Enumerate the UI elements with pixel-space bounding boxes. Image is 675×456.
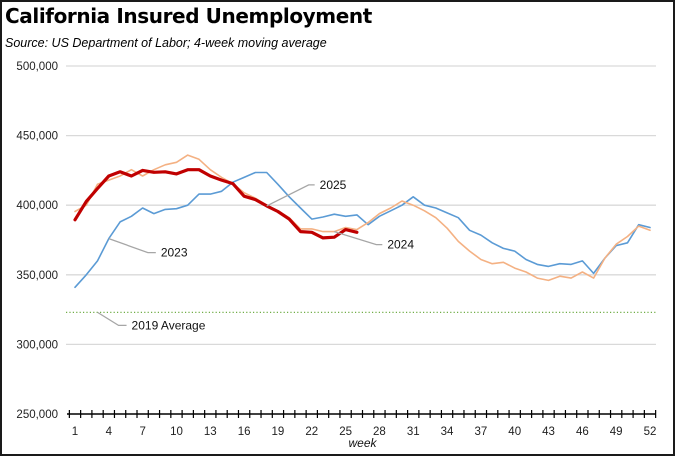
series-line-2023: [74, 171, 651, 289]
y-tick-label: 350,000: [16, 270, 58, 282]
x-tick-label: 4: [106, 426, 113, 438]
series-line-2024: [74, 154, 651, 282]
y-tick-label: 400,000: [16, 200, 58, 212]
x-tick-label: 43: [542, 426, 555, 438]
y-axis-tick-labels: 250,000 300,000 350,000 400,000 450,000 500,0…: [16, 61, 58, 421]
annotation-leader-line: [108, 237, 156, 254]
x-tick-label: 16: [238, 426, 251, 438]
x-tick-label: 19: [272, 426, 285, 438]
annotations-group: 2023 2024 2025 2019 Average: [97, 178, 414, 332]
annotation-leader-line: [334, 231, 383, 246]
x-tick-label: 7: [139, 426, 145, 438]
x-tick-label: 25: [339, 426, 352, 438]
x-tick-label: 31: [407, 426, 420, 438]
annotation-leader-line: [97, 311, 127, 327]
x-tick-label: 37: [474, 426, 487, 438]
x-tick-label: 46: [576, 426, 589, 438]
x-axis: 1 4 7 10 13 16 19 22 25 28 31 34 37 40 43 46 49 52: [67, 410, 656, 438]
y-tick-label: 450,000: [16, 131, 58, 143]
chart-title: California Insured Unemployment: [5, 4, 372, 28]
x-axis-label: week: [348, 436, 377, 450]
x-tick-label: 13: [204, 426, 217, 438]
x-tick-label: 28: [373, 426, 386, 438]
annotation-label: 2023: [161, 246, 188, 260]
y-tick-label: 500,000: [16, 61, 58, 73]
chart-subtitle: Source: US Department of Labor; 4-week m…: [5, 36, 327, 50]
x-tick-label: 22: [305, 426, 318, 438]
x-tick-label: 34: [441, 426, 454, 438]
annotation-leader-line: [266, 184, 315, 207]
y-tick-label: 300,000: [16, 339, 58, 351]
x-tick-label: 49: [610, 426, 623, 438]
x-tick-label: 10: [170, 426, 183, 438]
y-tick-label: 250,000: [16, 409, 58, 421]
annotation-label: 2019 Average: [132, 318, 206, 332]
annotation-label: 2024: [387, 238, 414, 252]
x-tick-label: 52: [644, 426, 657, 438]
annotation-label: 2025: [320, 178, 347, 192]
gridlines: [66, 65, 656, 346]
series-line-2025: [73, 168, 359, 240]
x-tick-label: 1: [72, 426, 78, 438]
x-tick-label: 40: [508, 426, 521, 438]
series-group: [73, 154, 651, 289]
